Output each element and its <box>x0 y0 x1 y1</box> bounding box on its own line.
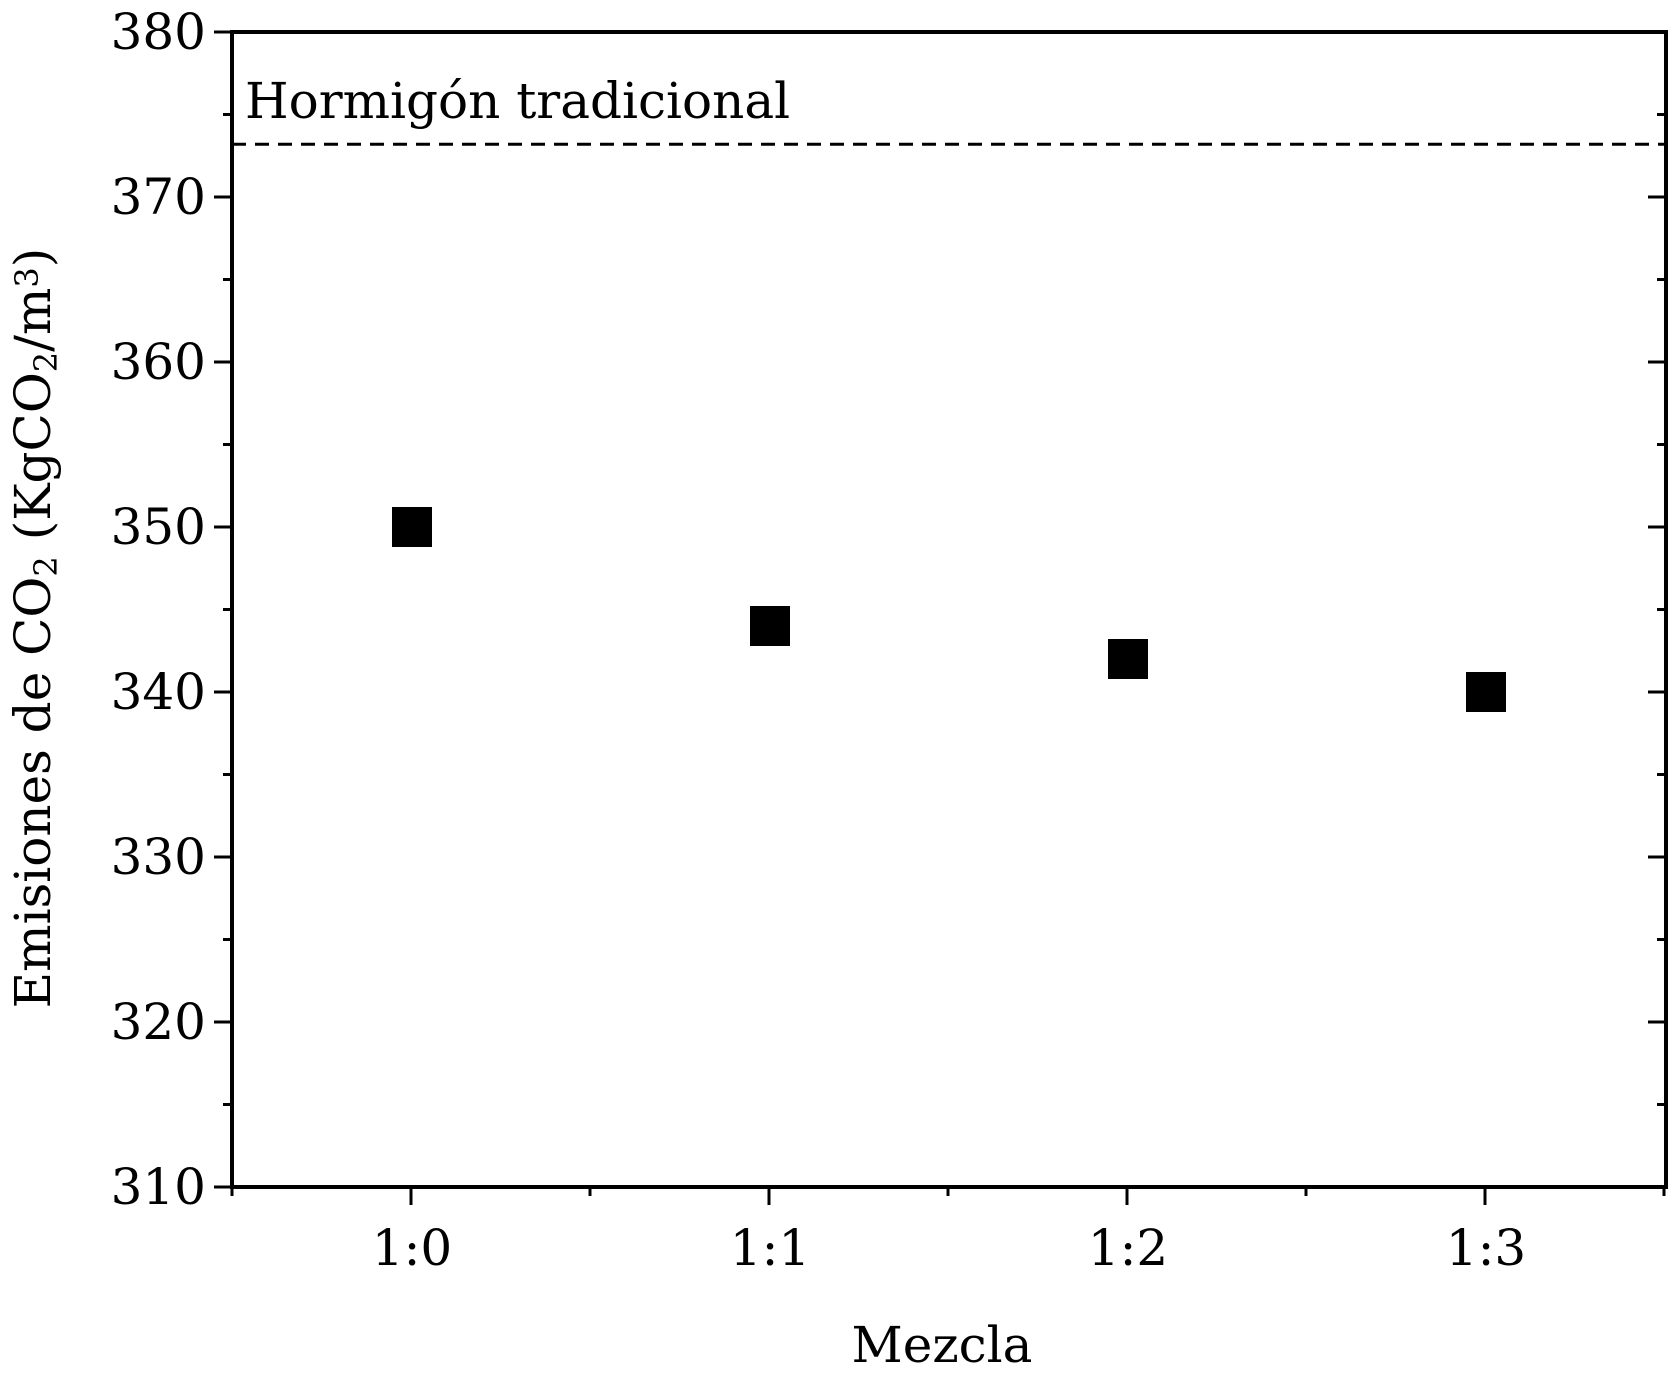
y-axis: 310 320 330 340 350 360 370 380 <box>111 3 1666 1216</box>
x-tick-label: 1:3 <box>1446 1219 1526 1277</box>
data-point <box>1108 639 1148 679</box>
y-tick-label: 310 <box>111 1158 206 1216</box>
reference-line-label: Hormigón tradicional <box>245 72 790 130</box>
data-point <box>750 606 790 646</box>
y-tick-label: 330 <box>111 828 206 886</box>
y-tick-label: 380 <box>111 3 206 61</box>
y-tick-label: 350 <box>111 498 206 556</box>
x-axis-title: Mezcla <box>852 1316 1033 1374</box>
reference-line-group: Hormigón tradicional <box>232 72 1666 146</box>
x-tick-label: 1:0 <box>372 1219 452 1277</box>
y-axis-title-part: 3 <box>8 267 46 287</box>
y-axis-title-part: ) <box>4 248 62 268</box>
y-axis-title-part: 2 <box>27 352 65 372</box>
data-point <box>1466 672 1506 712</box>
y-tick-label: 360 <box>111 333 206 391</box>
x-tick-label: 1:2 <box>1088 1219 1168 1277</box>
plot-frame <box>230 30 1668 1189</box>
y-axis-title-part: 2 <box>27 556 65 576</box>
plot-area <box>230 30 1668 1189</box>
y-axis-title-part: Emisiones de CO <box>4 577 62 1009</box>
data-markers <box>392 507 1506 712</box>
y-axis-title-part: /m <box>4 288 62 352</box>
y-tick-label: 340 <box>111 663 206 721</box>
y-tick-label: 370 <box>111 168 206 226</box>
x-axis: 1:0 1:1 1:2 1:3 <box>230 1187 1666 1277</box>
y-tick-label: 320 <box>111 993 206 1051</box>
x-tick-label: 1:1 <box>730 1219 810 1277</box>
y-axis-title-part: (KgCO <box>4 372 62 556</box>
y-axis-title: Emisiones de CO2 (KgCO2/m3) <box>4 248 65 1009</box>
data-point <box>392 507 432 547</box>
